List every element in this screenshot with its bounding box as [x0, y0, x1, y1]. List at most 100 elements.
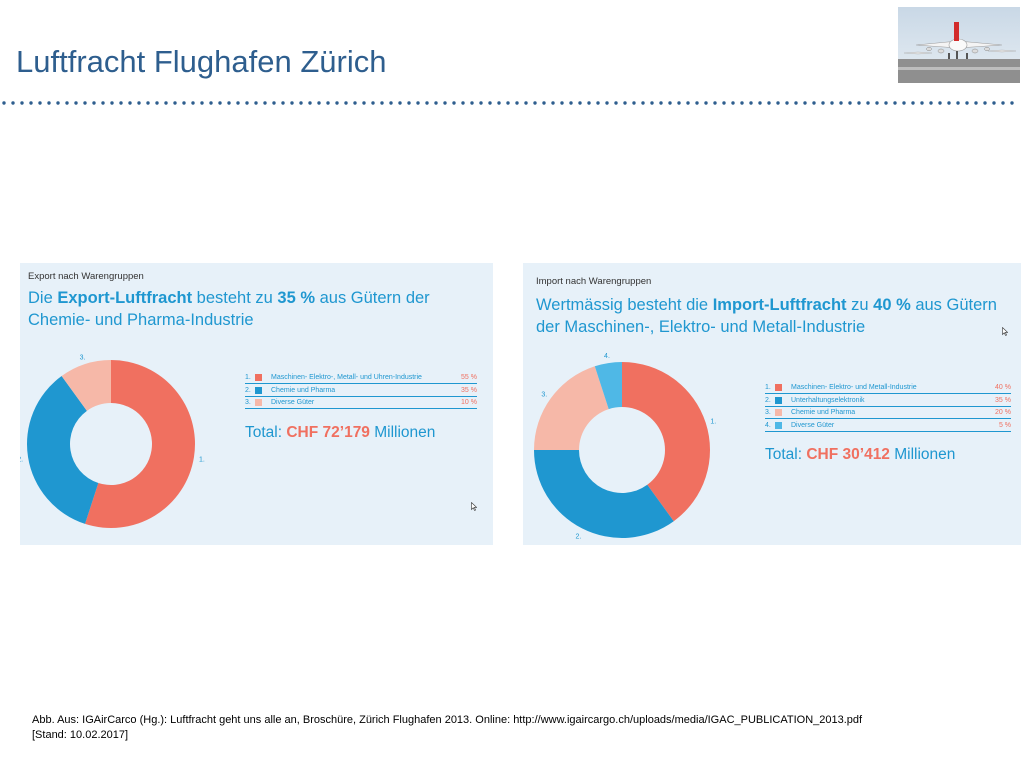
- divider-dot: [65, 101, 69, 105]
- divider-dot: [227, 101, 231, 105]
- divider-dot: [731, 101, 735, 105]
- divider-dot: [326, 101, 330, 105]
- divider-dot: [812, 101, 816, 105]
- legend-swatch: [255, 386, 262, 394]
- divider-dot: [560, 101, 564, 105]
- legend-label: Diverse Güter: [791, 421, 835, 429]
- divider-dot: [884, 101, 888, 105]
- import-kicker: Import nach Warengruppen: [536, 276, 652, 287]
- donut-slice: [622, 362, 710, 522]
- divider-dot: [1010, 101, 1014, 105]
- divider-dot: [821, 101, 825, 105]
- legend-label: Maschinen- Elektro-, Metall- und Uhren-I…: [271, 374, 422, 381]
- legend-label: Unterhaltungselektronik: [791, 396, 865, 404]
- divider-dot: [722, 101, 726, 105]
- export-headline-pre: Die: [28, 289, 58, 307]
- export-chart-panel: Export nach Warengruppen Die Export-Luft…: [20, 263, 493, 545]
- divider-dot: [587, 101, 591, 105]
- divider-dot: [362, 101, 366, 105]
- divider-dot: [20, 101, 24, 105]
- divider-dot: [74, 101, 78, 105]
- legend-number: 3.: [765, 409, 771, 416]
- divider-dot: [614, 101, 618, 105]
- divider-dot: [965, 101, 969, 105]
- import-headline-pre: Wertmässig besteht die: [536, 296, 713, 314]
- legend-value: 20 %: [995, 409, 1011, 416]
- import-donut-chart: 1. 2. 3. 4.: [534, 353, 716, 541]
- slide-title: Luftfracht Flughafen Zürich: [16, 44, 387, 79]
- divider-dot: [245, 101, 249, 105]
- divider-dot: [947, 101, 951, 105]
- legend-label: Maschinen- Elektro- und Metall-Industrie: [791, 384, 917, 391]
- legend-swatch: [775, 396, 782, 404]
- divider-dot: [938, 101, 942, 105]
- divider-dot: [803, 101, 807, 105]
- divider-dot: [389, 101, 393, 105]
- divider-dot: [461, 101, 465, 105]
- divider-dot: [47, 101, 51, 105]
- import-total-label: Total:: [765, 446, 807, 463]
- divider-dot: [11, 101, 15, 105]
- divider-dot: [650, 101, 654, 105]
- import-headline-bold1: Import-Luftfracht: [712, 296, 847, 314]
- export-total-unit: Millionen: [369, 424, 436, 441]
- divider-dot: [911, 101, 915, 105]
- divider-dot: [416, 101, 420, 105]
- figure-caption: Abb. Aus: IGAirCarco (Hg.): Luftfracht g…: [32, 713, 992, 743]
- divider-dot: [119, 101, 123, 105]
- divider-dot: [443, 101, 447, 105]
- import-headline-bold2: 40 %: [873, 296, 911, 314]
- divider-dot: [551, 101, 555, 105]
- slice-number-label: 2.: [575, 534, 581, 541]
- legend-number: 1.: [765, 384, 771, 391]
- divider-dot: [794, 101, 798, 105]
- divider-dot: [569, 101, 573, 105]
- legend-label: Chemie und Pharma: [791, 409, 856, 416]
- divider-dot: [191, 101, 195, 105]
- divider-dot: [101, 101, 105, 105]
- divider-dot: [875, 101, 879, 105]
- divider-dot: [974, 101, 978, 105]
- donut-slice: [61, 360, 111, 411]
- export-kicker: Export nach Warengruppen: [28, 271, 144, 282]
- divider-dot: [110, 101, 114, 105]
- donut-slice: [534, 366, 609, 450]
- divider-dot: [218, 101, 222, 105]
- import-headline: Wertmässig besteht die Import-Luftfracht…: [536, 294, 1006, 338]
- export-total-value: CHF 72’179: [286, 424, 370, 441]
- donut-slice: [534, 450, 674, 538]
- divider-dot: [452, 101, 456, 105]
- divider-dot: [488, 101, 492, 105]
- legend-swatch: [775, 409, 782, 416]
- divider-dot: [893, 101, 897, 105]
- export-headline-mid: besteht zu: [192, 289, 278, 307]
- divider-dot: [632, 101, 636, 105]
- donut-slice: [594, 362, 622, 410]
- divider-dot: [182, 101, 186, 105]
- export-total-label: Total:: [245, 424, 287, 441]
- caption-line-2: [Stand: 10.02.2017]: [32, 729, 129, 741]
- export-headline-bold2: 35 %: [277, 289, 316, 307]
- divider-dot: [992, 101, 996, 105]
- divider-dot: [713, 101, 717, 105]
- export-donut-chart: 1. 2. 3.: [20, 355, 205, 528]
- divider-dot: [758, 101, 762, 105]
- divider-dot: [272, 101, 276, 105]
- export-total: Total: CHF 72’179 Millionen: [245, 424, 435, 442]
- divider-dot: [506, 101, 510, 105]
- divider-dot: [848, 101, 852, 105]
- divider-dot: [299, 101, 303, 105]
- divider-dot: [704, 101, 708, 105]
- slice-number-label: 2.: [20, 456, 23, 463]
- slice-number-label: 1.: [199, 456, 205, 463]
- airplane-photo: [898, 7, 1020, 83]
- divider-dot: [497, 101, 501, 105]
- divider-dot: [929, 101, 933, 105]
- divider-dot: [515, 101, 519, 105]
- legend-number: 1.: [245, 374, 251, 381]
- legend-row: 4. Diverse Güter 5 %: [765, 420, 1011, 432]
- divider-dot: [353, 101, 357, 105]
- divider-dot: [524, 101, 528, 105]
- legend-label: Chemie und Pharma: [271, 386, 336, 394]
- cursor-icon: [1002, 327, 1008, 336]
